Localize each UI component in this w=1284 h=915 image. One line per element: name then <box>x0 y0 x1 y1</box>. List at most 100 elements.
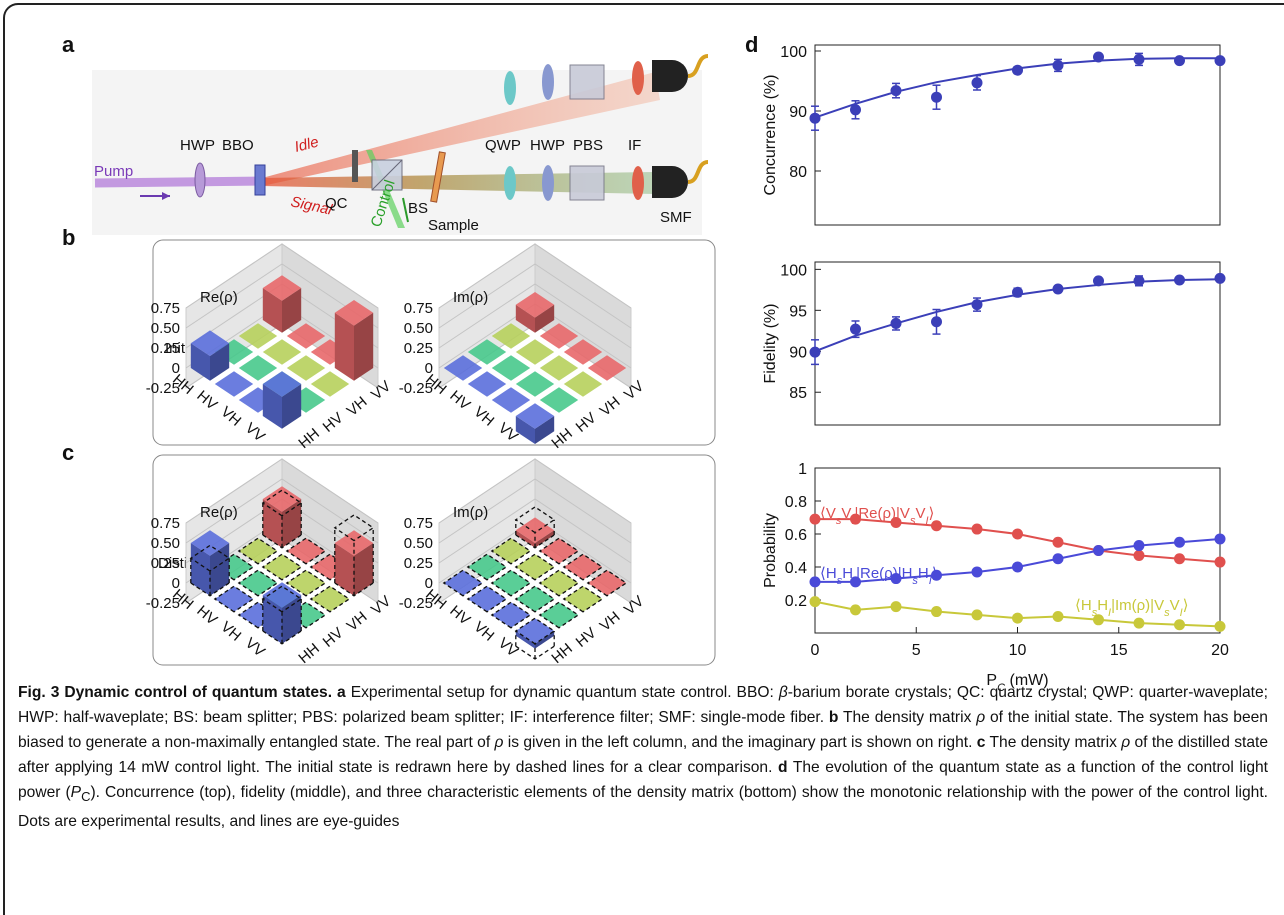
data-point <box>1214 556 1226 568</box>
bar-face <box>535 631 555 649</box>
y-axis-label: Concurrence (%) <box>762 75 779 196</box>
matrix-title: Re(ρ) <box>200 289 238 306</box>
initial-outline <box>562 585 604 613</box>
hwp-optic <box>542 64 554 100</box>
bar-top <box>491 570 531 596</box>
initial-outline <box>538 569 580 597</box>
caption-text: β <box>778 684 788 701</box>
subscript: s <box>1164 607 1170 619</box>
bar-top <box>563 371 603 397</box>
text-part: ⟩ <box>929 505 935 522</box>
data-point <box>809 596 821 608</box>
bar-top <box>286 570 326 596</box>
grid-line <box>438 498 632 564</box>
subscript: I <box>929 575 932 587</box>
bar-top <box>491 323 531 349</box>
subscript: s <box>1092 607 1098 619</box>
z-tick-label: 0.25 <box>404 340 433 357</box>
z-tick-label: 0.50 <box>404 535 433 552</box>
setup-label: Sample <box>428 217 479 234</box>
bar-top <box>214 339 254 365</box>
z-tick-label: 0.75 <box>151 515 180 532</box>
row-label: VH <box>470 618 497 644</box>
y-tick-label: 0.2 <box>785 593 807 610</box>
x-tick-label: 10 <box>1009 642 1027 659</box>
bar-top <box>286 602 326 628</box>
initial-outline <box>562 553 604 581</box>
bar-top <box>286 538 326 564</box>
data-point <box>1052 611 1064 622</box>
caption-text: is given in the left column, and the ima… <box>503 734 977 751</box>
data-point <box>1174 536 1185 548</box>
data-point <box>1174 619 1185 631</box>
caption-text: ρ <box>976 709 986 726</box>
z-tick-label: 0.25 <box>404 555 433 572</box>
subscript: I <box>1108 607 1111 619</box>
initial-outline <box>514 585 556 613</box>
bar-face <box>535 416 555 444</box>
caption-text: P <box>70 784 82 801</box>
subscript: s <box>836 515 842 527</box>
text-part: |Re(ρ)|V <box>854 505 910 522</box>
bar-top <box>491 538 531 564</box>
bar-top <box>334 300 374 326</box>
data-point <box>971 566 983 578</box>
sample <box>430 151 446 203</box>
bar-face <box>190 543 210 596</box>
caption: Fig. 3 Dynamic control of quantum states… <box>18 680 1268 834</box>
data-point <box>971 609 983 621</box>
data-point <box>850 576 861 588</box>
bar-face <box>535 530 555 548</box>
z-tick-label: 0.25 <box>151 555 180 572</box>
setup-label: HWP <box>180 137 215 154</box>
caption-text: b <box>828 709 839 726</box>
hwp-optic <box>194 162 206 198</box>
x-tick-label: 20 <box>1211 642 1229 659</box>
bar-top <box>443 570 483 596</box>
bar-face <box>334 312 354 381</box>
subscript: C <box>997 682 1005 694</box>
setup-label: QWP <box>485 137 521 154</box>
data-point <box>1174 55 1185 67</box>
data-point <box>931 316 942 328</box>
grid-line <box>438 243 632 309</box>
col-label: HH <box>295 640 323 667</box>
row-label: HV <box>446 387 473 413</box>
z-tick-label: 0 <box>172 575 180 592</box>
data-point <box>1093 614 1104 626</box>
bar-top <box>262 486 302 512</box>
bar-top <box>539 602 579 628</box>
col-label: HV <box>320 409 347 435</box>
setup-label: IF <box>628 137 641 154</box>
plot-frame <box>814 44 1221 226</box>
fiber <box>687 54 709 78</box>
bar-top <box>467 371 507 397</box>
initial-outline <box>285 569 327 597</box>
setup-label: QC <box>325 195 348 212</box>
bar-face <box>282 499 302 548</box>
data-point <box>890 573 902 585</box>
caption-text: of the initial state. The system has bee… <box>18 709 1268 751</box>
bar-top <box>286 323 326 349</box>
grid-line <box>185 458 379 524</box>
data-point <box>931 606 942 618</box>
data-point <box>971 523 983 535</box>
text-part: |Re(ρ)|H <box>856 565 912 582</box>
bar-top <box>491 387 531 413</box>
text-part: V <box>1170 597 1180 614</box>
bar-face <box>515 304 535 333</box>
z-tick-label: 0.25 <box>151 340 180 357</box>
col-label: VH <box>344 393 371 419</box>
data-point <box>809 576 821 588</box>
bar-top <box>587 570 627 596</box>
initial-outline <box>213 585 255 613</box>
initial-outline <box>237 569 279 597</box>
data-point <box>1052 553 1064 565</box>
bar-face <box>190 343 210 381</box>
setup-label: BS <box>408 200 428 217</box>
bar-top <box>491 355 531 381</box>
y-tick-label: 90 <box>789 104 807 121</box>
x-axis-label: PC (mW) <box>986 672 1048 694</box>
